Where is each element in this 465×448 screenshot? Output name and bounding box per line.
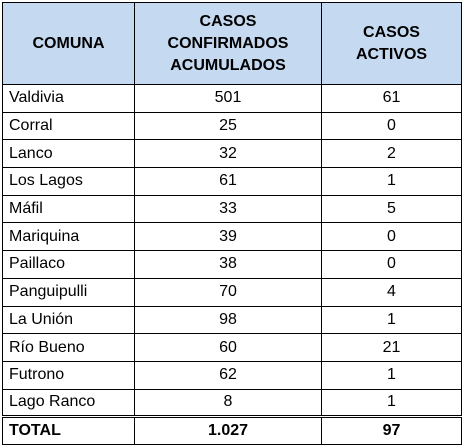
cell-confirmados: 25 [134,111,322,141]
cell-comuna: Mariquina [2,222,135,252]
table-row: Mariquina 39 0 [2,222,462,252]
cell-comuna: La Unión [2,305,135,335]
header-casos-confirmados: CASOS CONFIRMADOS ACUMULADOS [134,2,322,85]
cell-confirmados: 38 [134,250,322,279]
total-row: TOTAL 1.027 97 [2,415,462,445]
table-row: Río Bueno 60 21 [2,333,462,362]
table-row: Paillaco 38 0 [2,250,462,279]
cell-confirmados: 8 [134,388,322,418]
table-row: Lago Ranco 8 1 [2,388,462,418]
header-row: COMUNA CASOS CONFIRMADOS ACUMULADOS CASO… [2,2,462,85]
cell-activos: 0 [321,222,462,252]
table-row: Los Lagos 61 1 [2,167,462,196]
cell-activos: 1 [321,388,462,418]
cell-activos: 0 [321,250,462,279]
total-confirmados: 1.027 [134,415,322,445]
cell-comuna: Los Lagos [2,167,135,196]
cell-activos: 2 [321,139,462,169]
table-row: Futrono 62 1 [2,360,462,390]
table-row: Máfil 33 5 [2,194,462,224]
header-casos-activos: CASOS ACTIVOS [321,2,462,85]
cell-comuna: Futrono [2,360,135,390]
table-row: La Unión 98 1 [2,305,462,335]
cell-activos: 61 [321,84,462,113]
cases-table: COMUNA CASOS CONFIRMADOS ACUMULADOS CASO… [2,2,462,445]
cell-comuna: Río Bueno [2,333,135,362]
table-row: Valdivia 501 61 [2,84,462,113]
table-row: Lanco 32 2 [2,139,462,169]
cell-activos: 5 [321,194,462,224]
cell-confirmados: 32 [134,139,322,169]
table-body: Valdivia 501 61 Corral 25 0 Lanco 32 2 Los Lagos 6… [2,84,462,445]
header-confirmados-line-1: CASOS [199,12,257,30]
cell-comuna: Paillaco [2,250,135,279]
table-row: Corral 25 0 [2,111,462,141]
cell-comuna: Lago Ranco [2,388,135,418]
header-confirmados-line-3: ACUMULADOS [170,56,286,74]
total-label: TOTAL [2,415,135,445]
cell-comuna: Máfil [2,194,135,224]
cell-confirmados: 98 [134,305,322,335]
cell-activos: 21 [321,333,462,362]
cell-activos: 1 [321,167,462,196]
cell-confirmados: 61 [134,167,322,196]
cell-activos: 4 [321,277,462,307]
cell-activos: 1 [321,360,462,390]
cell-comuna: Lanco [2,139,135,169]
cell-confirmados: 62 [134,360,322,390]
cell-activos: 1 [321,305,462,335]
total-activos: 97 [321,415,462,445]
cell-comuna: Valdivia [2,84,135,113]
cell-confirmados: 501 [134,84,322,113]
cell-comuna: Panguipulli [2,277,135,307]
header-confirmados-line-2: CONFIRMADOS [167,34,289,52]
table-row: Panguipulli 70 4 [2,277,462,307]
header-comuna: COMUNA [2,2,135,85]
cell-confirmados: 33 [134,194,322,224]
cell-confirmados: 70 [134,277,322,307]
cell-activos: 0 [321,111,462,141]
cell-confirmados: 60 [134,333,322,362]
cell-comuna: Corral [2,111,135,141]
cell-confirmados: 39 [134,222,322,252]
